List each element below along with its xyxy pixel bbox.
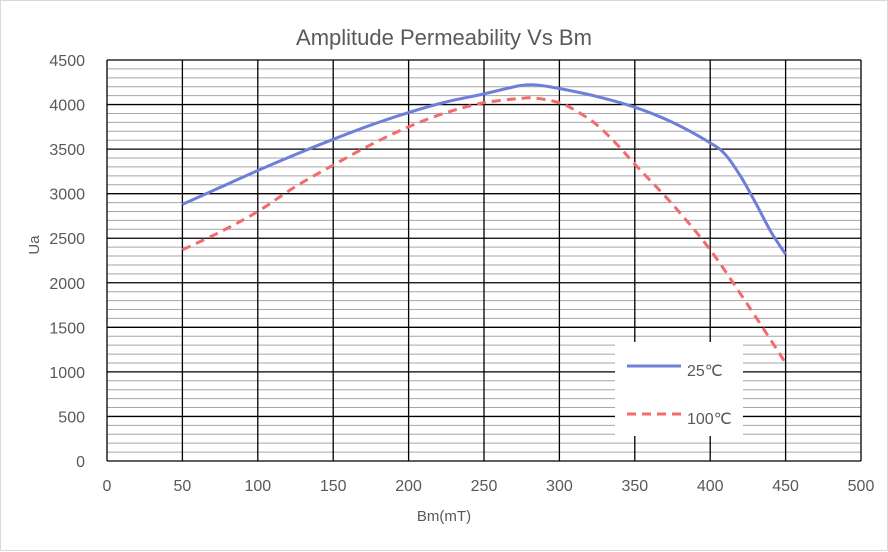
x-tick-label: 250 [471,478,498,495]
series-line-2 [181,96,787,364]
x-tick-label: 500 [848,478,875,495]
x-tick-label: 350 [621,478,648,495]
series-layer [181,83,787,364]
x-tick-label: 400 [697,478,724,495]
y-tick-label: 4000 [49,98,85,115]
y-tick-label: 3500 [49,142,85,159]
x-tick-label: 450 [772,478,799,495]
x-tick-label: 200 [395,478,422,495]
legend-box [615,342,743,436]
legend-label-2: 100℃ [687,411,732,428]
major-gridlines [106,59,862,462]
y-tick-label: 3000 [49,187,85,204]
y-tick-label: 2000 [49,276,85,293]
x-axis-label: Bm(mT) [417,508,471,525]
y-axis-ticks: 0 500 1000 1500 2000 2500 3000 3500 4000 4500 [49,53,85,471]
y-tick-label: 500 [58,409,85,426]
x-tick-label: 150 [320,478,347,495]
y-tick-label: 1500 [49,320,85,337]
y-tick-label: 1000 [49,365,85,382]
y-axis-label: Ua [26,235,43,255]
x-axis-ticks: 0 50 100 150 200 250 300 350 400 450 500 [103,478,875,495]
series-line-1 [181,83,787,256]
legend: 25℃ 100℃ [615,342,743,436]
x-tick-label: 300 [546,478,573,495]
chart-title: Amplitude Permeability Vs Bm [296,25,592,50]
legend-label-1: 25℃ [687,363,723,380]
y-tick-label: 0 [76,454,85,471]
x-tick-label: 0 [103,478,112,495]
x-tick-label: 100 [244,478,271,495]
y-tick-label: 4500 [49,53,85,70]
y-tick-label: 2500 [49,231,85,248]
x-tick-label: 50 [174,478,192,495]
